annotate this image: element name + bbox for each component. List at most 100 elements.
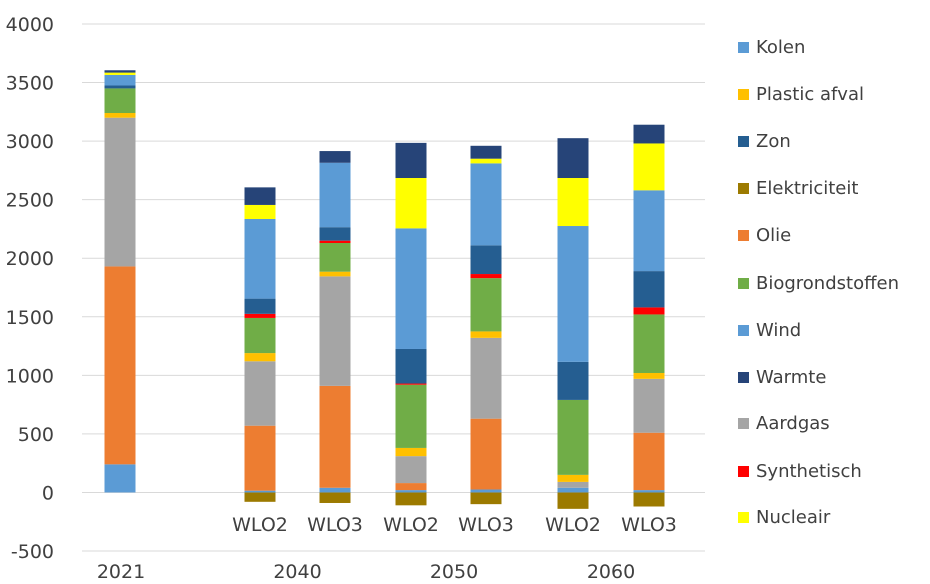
bar-label: WLO2 bbox=[545, 514, 601, 536]
bar-segment-elektriciteit bbox=[470, 492, 502, 505]
bar-segment-warmte bbox=[395, 142, 427, 179]
y-tick-label: 2000 bbox=[6, 248, 54, 270]
bar-label: WLO2 bbox=[383, 514, 439, 536]
bar-segment-biogrondstoffen bbox=[319, 242, 351, 272]
legend-label: Olie bbox=[756, 224, 792, 246]
bar-segment-olie bbox=[244, 425, 276, 491]
bar-segment-olie bbox=[470, 418, 502, 490]
legend-swatch bbox=[738, 41, 749, 53]
legend-label: Plastic afval bbox=[756, 83, 864, 105]
bars bbox=[104, 70, 665, 509]
bar-segment-kolen bbox=[470, 489, 502, 493]
y-tick-label: 2500 bbox=[6, 190, 54, 212]
bar-label: WLO3 bbox=[307, 514, 363, 536]
bar-segment-synthetisch bbox=[244, 313, 276, 318]
legend-label: Wind bbox=[756, 319, 802, 341]
legend-swatch bbox=[738, 371, 749, 383]
bar-segment-elektriciteit bbox=[557, 492, 589, 509]
bar-segment-aardgas bbox=[557, 481, 589, 488]
legend-swatch bbox=[738, 135, 749, 147]
bar-segment-wind bbox=[633, 190, 665, 272]
bar-segment-wind bbox=[470, 163, 502, 246]
y-tick-label: 500 bbox=[18, 424, 54, 446]
legend-label: Elektriciteit bbox=[756, 177, 859, 199]
legend-item: Nucleair bbox=[738, 504, 930, 530]
bar-segment-nucleair bbox=[244, 204, 276, 219]
bar-segment-nucleair bbox=[395, 178, 427, 229]
y-axis-tick-labels: 4000 3500 3000 2500 2000 1500 1000 500 0 -500 bbox=[6, 14, 54, 563]
bar-label: WLO3 bbox=[458, 514, 514, 536]
bar-segment-elektriciteit bbox=[319, 492, 351, 503]
bar-segment-wind bbox=[244, 218, 276, 299]
bar-segment-biogrondstoffen bbox=[244, 317, 276, 354]
legend-item: Kolen bbox=[738, 34, 930, 60]
bar-segment-wind bbox=[395, 228, 427, 349]
bar-segment-wind bbox=[557, 226, 589, 362]
bar-segment-plastic-afval bbox=[104, 113, 136, 118]
legend-item: Warmte bbox=[738, 364, 930, 390]
legend-item: Elektriciteit bbox=[738, 175, 930, 201]
bar-segment-plastic-afval bbox=[470, 331, 502, 338]
bar-segment-olie bbox=[104, 266, 136, 465]
bar-segment-plastic-afval bbox=[557, 474, 589, 482]
legend-swatch bbox=[738, 182, 749, 194]
bar-segment-plastic-afval bbox=[633, 372, 665, 379]
bar-segment-aardgas bbox=[244, 361, 276, 426]
bar-segment-elektriciteit bbox=[244, 492, 276, 502]
y-tick-label: -500 bbox=[11, 541, 54, 563]
bar-segment-nucleair bbox=[470, 158, 502, 164]
bar-segment-zon bbox=[557, 361, 589, 400]
bar-segment-zon bbox=[633, 271, 665, 308]
legend-label: Synthetisch bbox=[756, 460, 862, 482]
y-tick-label: 3500 bbox=[6, 73, 54, 95]
bar-segment-biogrondstoffen bbox=[470, 278, 502, 332]
bar-segment-nucleair bbox=[104, 72, 136, 75]
bar-segment-zon bbox=[470, 245, 502, 275]
bar-segment-kolen bbox=[244, 490, 276, 493]
bar-label: WLO2 bbox=[232, 514, 288, 536]
bar-segment-synthetisch bbox=[395, 383, 427, 385]
legend-swatch bbox=[738, 324, 749, 336]
bar-segment-plastic-afval bbox=[244, 353, 276, 362]
bar-segment-biogrondstoffen bbox=[633, 314, 665, 373]
legend-item: Zon bbox=[738, 128, 930, 154]
y-tick-label: 1500 bbox=[6, 307, 54, 329]
legend-swatch bbox=[738, 277, 749, 289]
bar-segment-biogrondstoffen bbox=[104, 88, 136, 114]
bar-label: WLO3 bbox=[621, 514, 677, 536]
bar-segment-kolen bbox=[557, 487, 589, 493]
x-axis-labels: 2021 WLO2 WLO3 2040 WLO2 WLO3 2050 WLO2 WLO3 2060 bbox=[82, 514, 690, 583]
y-tick-label: 0 bbox=[42, 482, 54, 504]
bar-segment-synthetisch bbox=[470, 274, 502, 279]
legend-swatch bbox=[738, 88, 749, 100]
legend-swatch bbox=[738, 511, 749, 523]
legend-swatch bbox=[738, 465, 749, 477]
bar-segment-warmte bbox=[244, 187, 276, 205]
legend-item: Synthetisch bbox=[738, 458, 930, 484]
group-label: 2050 bbox=[430, 561, 478, 583]
bar-segment-olie bbox=[319, 385, 351, 488]
bar-segment-zon bbox=[104, 85, 136, 89]
bar-segment-kolen bbox=[395, 490, 427, 493]
bar-segment-zon bbox=[319, 227, 351, 241]
gridlines bbox=[82, 23, 705, 552]
legend-item: Wind bbox=[738, 317, 930, 343]
bar-segment-wind bbox=[104, 74, 136, 86]
bar-segment-biogrondstoffen bbox=[395, 384, 427, 448]
bar-segment-elektriciteit bbox=[395, 492, 427, 506]
bar-segment-plastic-afval bbox=[319, 271, 351, 277]
bar-segment-kolen bbox=[633, 490, 665, 493]
bar-segment-aardgas bbox=[470, 337, 502, 419]
bar-segment-warmte bbox=[319, 151, 351, 163]
bar-segment-zon bbox=[395, 348, 427, 384]
bar-segment-wind bbox=[319, 162, 351, 228]
legend-label: Biogrondstoffen bbox=[756, 272, 899, 294]
legend-item: Plastic afval bbox=[738, 81, 930, 107]
bar-segment-aardgas bbox=[633, 378, 665, 433]
bar-segment-warmte bbox=[557, 138, 589, 179]
bar-segment-synthetisch bbox=[633, 307, 665, 315]
legend-label: Aardgas bbox=[756, 412, 830, 434]
bar-segment-plastic-afval bbox=[395, 447, 427, 457]
group-label: 2040 bbox=[273, 561, 321, 583]
legend-label: Warmte bbox=[756, 366, 827, 388]
